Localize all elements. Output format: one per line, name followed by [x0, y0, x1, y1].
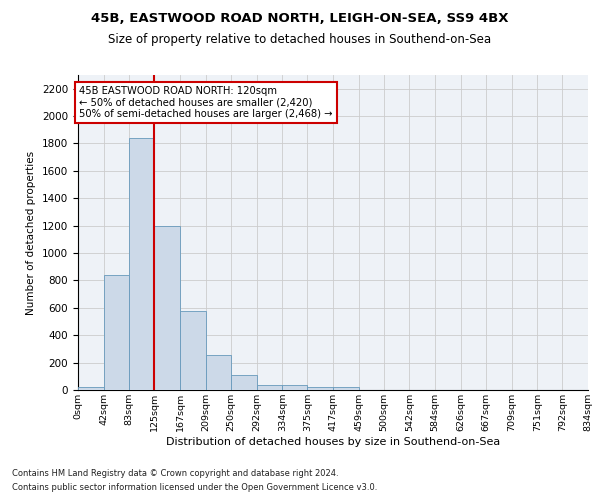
- Bar: [307, 386, 333, 390]
- Text: 45B EASTWOOD ROAD NORTH: 120sqm
← 50% of detached houses are smaller (2,420)
50%: 45B EASTWOOD ROAD NORTH: 120sqm ← 50% of…: [79, 86, 333, 119]
- Bar: [231, 375, 257, 390]
- Bar: [282, 385, 307, 390]
- Bar: [78, 388, 104, 390]
- Bar: [257, 384, 282, 390]
- Y-axis label: Number of detached properties: Number of detached properties: [26, 150, 37, 314]
- Text: Contains HM Land Registry data © Crown copyright and database right 2024.: Contains HM Land Registry data © Crown c…: [12, 468, 338, 477]
- Bar: [129, 138, 154, 390]
- Bar: [154, 226, 180, 390]
- Bar: [333, 388, 359, 390]
- Bar: [104, 275, 129, 390]
- Text: Size of property relative to detached houses in Southend-on-Sea: Size of property relative to detached ho…: [109, 32, 491, 46]
- Text: Contains public sector information licensed under the Open Government Licence v3: Contains public sector information licen…: [12, 484, 377, 492]
- Bar: [206, 355, 231, 390]
- Bar: [180, 310, 206, 390]
- Text: 45B, EASTWOOD ROAD NORTH, LEIGH-ON-SEA, SS9 4BX: 45B, EASTWOOD ROAD NORTH, LEIGH-ON-SEA, …: [91, 12, 509, 26]
- X-axis label: Distribution of detached houses by size in Southend-on-Sea: Distribution of detached houses by size …: [166, 437, 500, 447]
